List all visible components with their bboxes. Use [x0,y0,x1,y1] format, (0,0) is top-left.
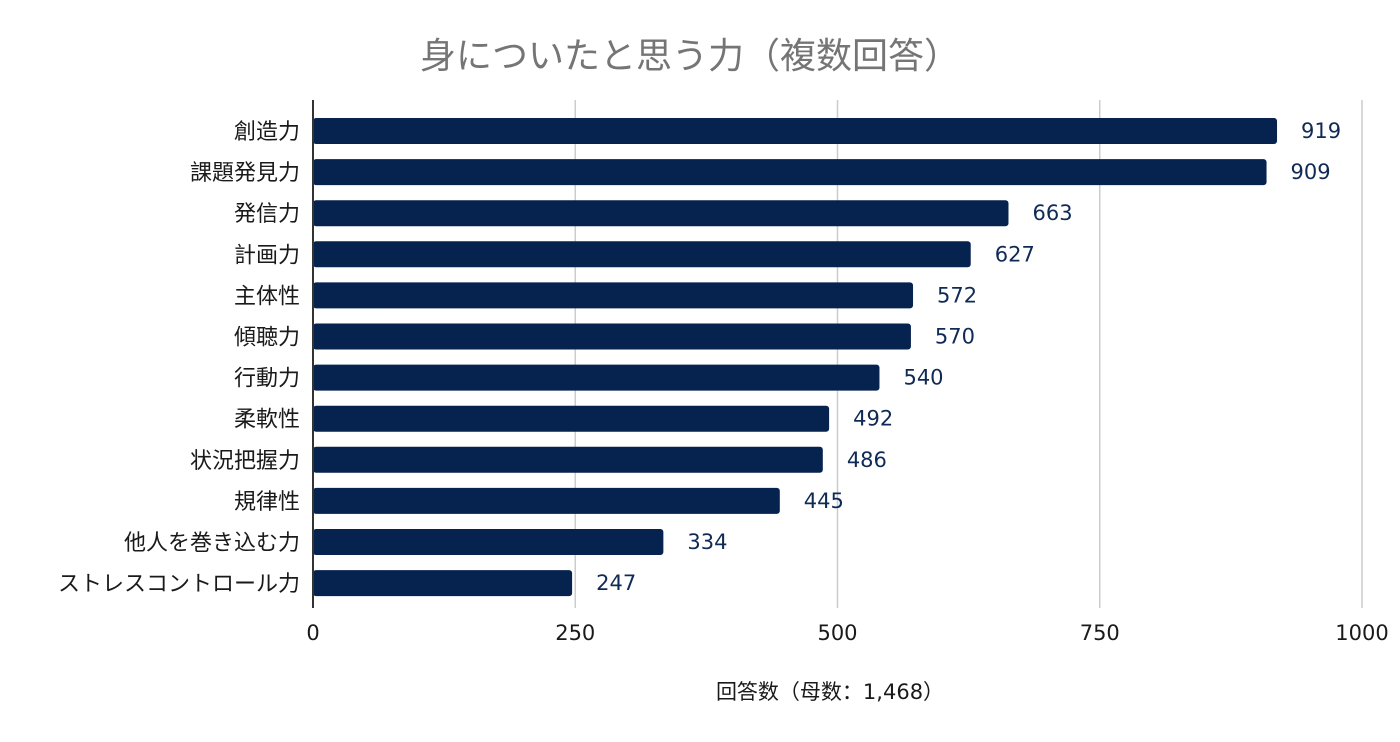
data-label: 919 [1301,119,1341,143]
bar [313,159,1267,186]
data-label: 627 [995,242,1035,266]
bar [313,446,823,473]
bar [313,405,830,432]
data-label: 909 [1291,160,1331,184]
bar [313,282,914,309]
x-axis-ticks: 0 250 500 750 1000 [306,621,1388,645]
data-label: 445 [804,489,844,513]
data-label: 492 [853,407,893,431]
chart-title: 身についたと思う力（複数回答） [420,36,960,77]
data-label: 663 [1032,201,1072,225]
category-label: 発信力 [234,202,300,227]
x-tick-label: 1000 [1335,621,1388,645]
x-tick-label: 0 [306,621,319,645]
x-tick-label: 750 [1080,621,1120,645]
category-label: 計画力 [234,243,300,268]
bar [313,570,573,597]
category-label: 規律性 [234,490,300,515]
category-label: 柔軟性 [234,408,300,433]
category-label: 創造力 [234,120,300,145]
x-tick-label: 500 [817,621,857,645]
category-label: 状況把握力 [190,449,300,474]
bars [313,118,1278,597]
bar [313,529,664,555]
category-label: ストレスコントロール力 [58,572,300,597]
data-label: 334 [687,530,727,554]
bar [313,241,971,268]
category-labels: 創造力課題発見力発信力計画力主体性傾聴力行動力柔軟性状況把握力規律性他人を巻き込… [58,120,300,597]
bar [313,200,1009,227]
category-label: 主体性 [234,284,300,309]
category-label: 行動力 [234,367,300,392]
bar [313,364,880,391]
bar [313,487,780,514]
x-tick-label: 250 [555,621,595,645]
category-label: 傾聴力 [234,326,300,351]
data-label: 572 [937,283,977,307]
category-label: 他人を巻き込む力 [124,531,300,556]
bar [313,323,911,350]
data-label: 247 [596,571,636,595]
data-label: 486 [847,448,887,472]
category-label: 課題発見力 [190,161,300,186]
x-axis-title: 回答数（母数：1,468） [716,680,944,704]
data-label: 540 [903,366,943,390]
bar [313,118,1278,144]
data-label: 570 [935,325,975,349]
